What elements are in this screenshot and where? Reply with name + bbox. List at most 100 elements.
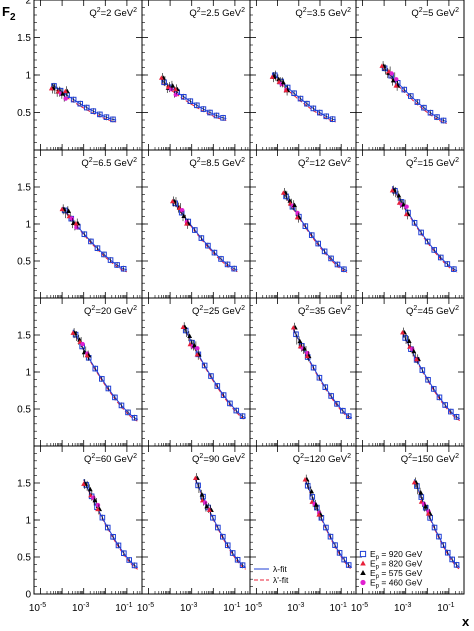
x-tick-base: 10	[223, 603, 235, 614]
panel-title-sup: 2	[97, 7, 101, 14]
marker-920	[131, 562, 138, 569]
marker-920	[323, 524, 329, 531]
marker-920	[110, 534, 116, 540]
marker-920	[207, 109, 213, 116]
marker-920	[200, 106, 207, 112]
marker-575	[187, 333, 193, 338]
panel-title-q: Q	[89, 8, 96, 19]
panel-title: Q2=20 GeV2	[84, 305, 137, 317]
panel-q2-3.5: Q2=3.5 GeV2	[249, 0, 357, 151]
panel-q2-90: Q2=90 GeV2	[141, 445, 251, 595]
panel-frame	[249, 445, 357, 595]
legend-energy-sub: p	[376, 555, 380, 561]
marker-920	[234, 556, 241, 563]
marker-820	[283, 87, 289, 93]
panel-title-value: =2 GeV	[101, 8, 134, 19]
panel-title: Q2=12 GeV2	[298, 157, 351, 169]
marker-820	[207, 507, 212, 513]
x-tick-base: 10	[287, 603, 299, 614]
marker-820	[304, 353, 310, 359]
marker-820	[73, 220, 79, 226]
panel-title-sup: 2	[91, 305, 95, 312]
panel-q2-8.5: Q2=8.5 GeV2	[141, 149, 251, 299]
panel-title: Q2=45 GeV2	[406, 305, 459, 317]
marker-820	[70, 330, 76, 335]
marker-920	[180, 94, 187, 100]
marker-820	[389, 188, 395, 193]
marker-820	[95, 506, 101, 512]
marker-820	[170, 198, 175, 204]
panel-title: Q2=2.5 GeV2	[189, 7, 245, 19]
panel-title-sup2: 2	[133, 7, 137, 14]
marker-920	[430, 386, 437, 392]
panel-frame	[355, 297, 465, 447]
marker-920	[323, 113, 330, 120]
marker-920	[103, 114, 110, 120]
marker-820	[280, 190, 286, 195]
marker-920	[194, 102, 200, 109]
y-tick-label: 0.5	[17, 553, 31, 564]
marker-920	[192, 227, 198, 233]
marker-575	[87, 486, 93, 492]
marker-820	[184, 221, 189, 226]
marker-920	[229, 550, 236, 556]
panel-title-sup2: 2	[455, 305, 459, 312]
marker-920	[315, 240, 321, 247]
marker-920	[70, 96, 77, 103]
panel-title: Q2=120 GeV2	[293, 453, 351, 465]
marker-920	[297, 95, 304, 102]
panel-title-q: Q	[84, 454, 91, 465]
panel-frame	[141, 445, 251, 595]
panel-title-q: Q	[293, 454, 300, 465]
panel-title-sup2: 2	[347, 305, 351, 312]
panel-frame	[141, 0, 251, 151]
y-axis-title-main: F	[2, 4, 10, 19]
panel-title-sup2: 2	[133, 157, 137, 164]
marker-920	[418, 229, 424, 236]
marker-920	[227, 400, 233, 407]
panels-group: Q2=2 GeV2 Q2=2.5 GeV2 Q2=3.5 GeV2 Q2=5 GeV2…	[17, 0, 465, 614]
marker-920	[341, 266, 347, 273]
y-tick-label: 1.5	[17, 479, 31, 490]
marker-575	[77, 337, 82, 342]
marker-820	[302, 477, 308, 482]
marker-820	[294, 215, 300, 220]
marker-920	[304, 100, 310, 107]
panel-title-value: =3.5 GeV	[307, 8, 348, 19]
marker-460	[305, 350, 310, 356]
panel-title-value: =15 GeV	[417, 158, 455, 169]
panel-frame	[33, 297, 143, 447]
marker-460	[63, 96, 68, 101]
marker-920	[126, 557, 133, 563]
marker-920	[83, 104, 90, 111]
panel-title-value: =150 GeV	[412, 454, 456, 465]
y-tick-label: 1	[25, 516, 31, 527]
marker-920	[215, 524, 221, 531]
panel-title-q: Q	[298, 158, 305, 169]
x-tick-base: 10	[115, 603, 127, 614]
marker-920	[418, 494, 425, 500]
marker-920	[440, 117, 447, 124]
x-tick-exp: -1	[126, 602, 132, 609]
panel-title-value: =12 GeV	[309, 158, 347, 169]
y-tick-label: 0.5	[17, 405, 31, 416]
marker-460	[80, 341, 85, 347]
panel-title-sup2: 2	[133, 305, 137, 312]
legend-fit-label: λ-fit	[273, 564, 287, 574]
marker-575	[292, 202, 297, 208]
legend-energy-label: Ep = 820 GeV	[370, 559, 423, 571]
panel-title-sup2: 2	[241, 305, 245, 312]
panel-q2-20: Q2=20 GeV2	[33, 297, 143, 447]
marker-820	[414, 356, 419, 362]
marker-575	[396, 193, 402, 198]
marker-460	[74, 225, 79, 230]
panel-frame	[141, 149, 251, 299]
y-tick-label: 1.5	[17, 33, 31, 44]
marker-575	[423, 503, 428, 509]
marker-820	[379, 63, 385, 68]
marker-920	[427, 109, 434, 116]
panel-title-q: Q	[401, 454, 408, 465]
panel-title-q: Q	[411, 8, 418, 19]
marker-920	[444, 549, 451, 556]
marker-920	[220, 115, 226, 121]
